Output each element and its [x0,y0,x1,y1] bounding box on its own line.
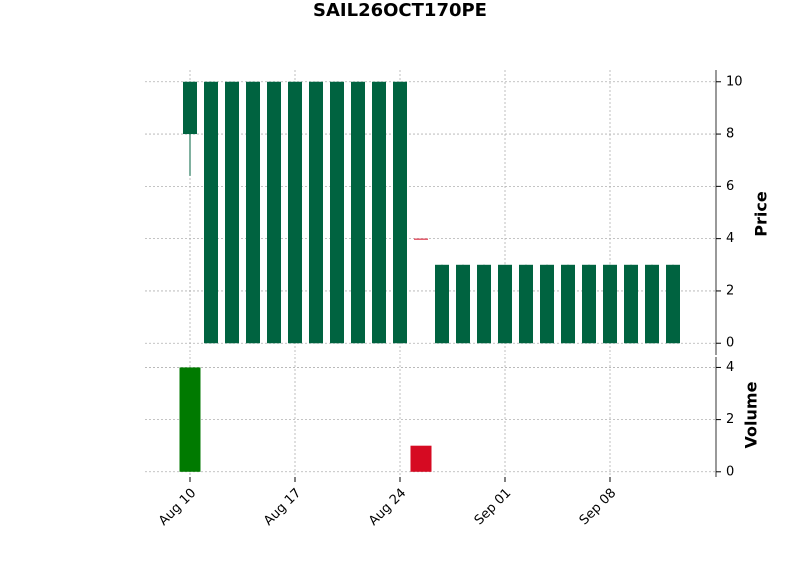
chart-title: SAIL26OCT170PE [313,0,487,21]
candle-body [666,264,680,344]
candle-body [582,264,596,344]
volume-axis-label: Volume [742,381,761,448]
candle-body [540,264,554,344]
candle-body [351,81,365,344]
y-tick-label: 0 [726,336,734,351]
candle-body [204,81,218,344]
volume-bar [410,445,432,472]
candle-body [288,81,302,344]
candle-body [372,81,386,344]
candle-body [456,264,470,344]
x-tick-label: Aug 24 [366,486,409,529]
y-tick-label: 6 [726,179,734,194]
candle-body [225,81,239,344]
candle-body [561,264,575,344]
y-axis-label: Price [752,191,771,237]
candle-body [309,81,323,344]
candle-body [330,81,344,344]
candle-body [414,238,428,240]
candle-body [267,81,281,344]
y-tick-label: 2 [726,412,734,427]
candle-body [435,264,449,344]
x-tick-label: Aug 10 [156,486,199,529]
candle-body [393,81,407,344]
candle-body [498,264,512,344]
candle-body [246,81,260,344]
candle-body [519,264,533,344]
y-tick-label: 4 [726,231,734,246]
candle-body [603,264,617,344]
y-tick-label: 8 [726,127,734,142]
y-tick-label: 10 [726,74,743,89]
x-tick-label: Sep 08 [577,486,620,529]
x-tick-label: Sep 01 [472,486,515,529]
candle-body [624,264,638,344]
candle-body [645,264,659,344]
y-tick-label: 0 [726,464,734,479]
y-tick-label: 2 [726,283,734,298]
volume-bar [179,367,201,472]
candle-body [477,264,491,344]
candle-body [183,81,197,135]
y-tick-label: 4 [726,360,734,375]
x-tick-label: Aug 17 [261,486,304,529]
